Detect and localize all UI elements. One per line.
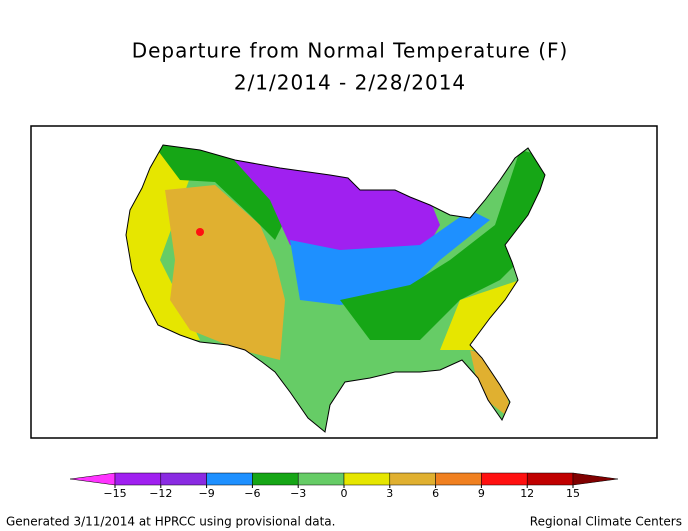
legend-tick-label: −9 — [198, 487, 214, 500]
legend-bin — [389, 472, 436, 486]
region — [196, 228, 204, 236]
footer-right: Regional Climate Centers — [530, 515, 682, 529]
region — [340, 150, 545, 340]
legend-tick-label: −3 — [290, 487, 306, 500]
us-outline — [125, 144, 546, 433]
legend-bin — [481, 472, 528, 486]
legend-arrow — [572, 472, 619, 486]
footer-left: Generated 3/11/2014 at HPRCC using provi… — [6, 515, 335, 529]
region — [165, 185, 285, 360]
legend-tick-label: 3 — [386, 487, 393, 500]
legend-bin — [206, 472, 253, 486]
legend-tick-label: −12 — [149, 487, 172, 500]
legend-bin — [160, 472, 207, 486]
legend-bin — [526, 472, 574, 486]
color-legend: −15 −12 −9 −6 −3 0 3 6 9 12 15 — [69, 472, 619, 500]
legend-bin — [297, 472, 345, 486]
legend-tick-label: 12 — [520, 487, 534, 500]
legend-bin — [435, 472, 482, 486]
legend-tick-label: 6 — [432, 487, 439, 500]
legend-bin — [114, 472, 162, 486]
map-title: Departure from Normal Temperature (F) — [132, 39, 569, 63]
legend-tick-label: −15 — [103, 487, 126, 500]
legend-arrow — [69, 472, 116, 486]
legend-bin — [343, 472, 391, 486]
legend-tick-label: 0 — [341, 487, 348, 500]
legend-tick-label: 15 — [566, 487, 580, 500]
map-subtitle: 2/1/2014 - 2/28/2014 — [234, 71, 466, 95]
legend-tick-label: −6 — [244, 487, 260, 500]
region — [290, 210, 490, 305]
legend-tick-label: 9 — [478, 487, 485, 500]
legend-bin — [252, 472, 299, 486]
